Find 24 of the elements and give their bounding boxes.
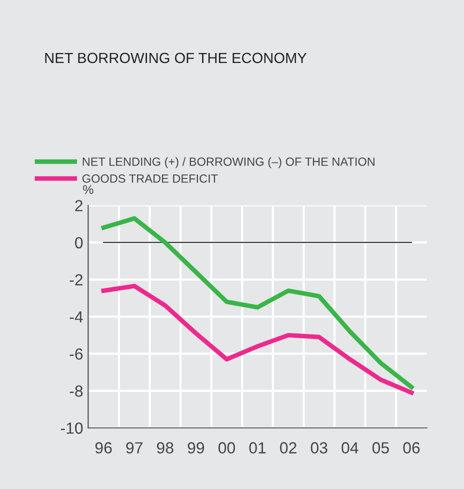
x-tick-label: 96 <box>95 442 112 454</box>
y-tick-label: -6 <box>70 348 83 360</box>
y-tick-label: 2 <box>75 200 82 212</box>
legend-label: GOODS TRADE DEFICIT <box>82 174 218 183</box>
x-tick-label: 01 <box>249 442 266 454</box>
x-tick-label: 99 <box>188 442 204 454</box>
x-tick-label: 00 <box>218 442 235 454</box>
y-axis-title: % <box>83 185 94 194</box>
x-tick-label: 97 <box>126 442 142 454</box>
line-series <box>101 284 414 395</box>
x-tick-label: 04 <box>342 442 358 454</box>
y-tick-label: 0 <box>75 237 83 248</box>
x-tick-label: 06 <box>403 442 420 454</box>
y-tick-label: -2 <box>70 274 82 286</box>
line-series <box>101 216 414 390</box>
x-tick-label: 02 <box>280 442 296 454</box>
x-tick-label: 03 <box>310 442 328 454</box>
x-tick-label: 98 <box>157 442 174 454</box>
y-tick-label: -4 <box>70 311 83 322</box>
legend-label: NET LENDING (+) / BORROWING (–) OF THE NATION <box>82 157 374 168</box>
y-tick-label: -8 <box>70 385 83 397</box>
y-tick-label: -10 <box>60 422 83 434</box>
x-tick-label: 05 <box>372 442 389 454</box>
chart-title: NET BORROWING OF THE ECONOMY <box>45 52 307 64</box>
